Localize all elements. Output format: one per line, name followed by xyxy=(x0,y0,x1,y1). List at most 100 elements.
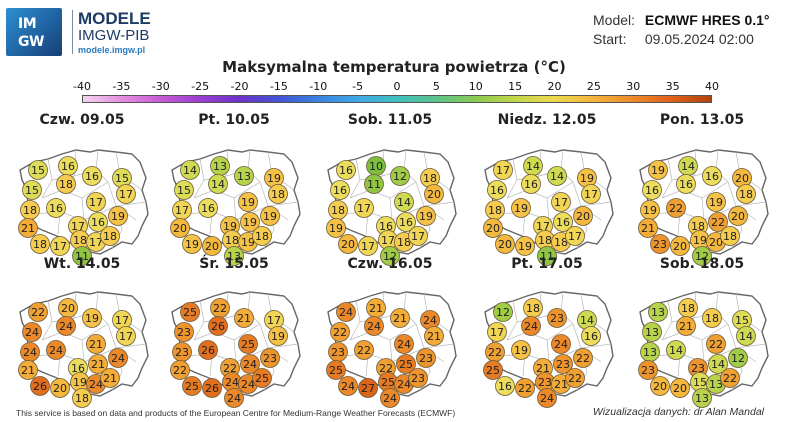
temperature-marker xyxy=(180,302,200,322)
temperature-marker xyxy=(515,378,535,398)
brand-subtitle: IMGW-PIB xyxy=(78,27,150,44)
temperature-value: 26 xyxy=(205,382,219,395)
temperature-value: 25 xyxy=(486,364,500,377)
temperature-marker xyxy=(487,322,507,342)
temperature-value: 16 xyxy=(490,184,504,197)
temperature-marker xyxy=(537,246,557,266)
day-label: Wt. 14.05 xyxy=(43,256,121,272)
logo-text-top: IM xyxy=(18,16,37,32)
temperature-value: 23 xyxy=(175,346,189,359)
temperature-marker xyxy=(180,160,200,180)
temperature-value: 15 xyxy=(177,184,191,197)
temperature-marker xyxy=(28,160,48,180)
temperature-value: 12 xyxy=(496,306,510,319)
model-value: ECMWF HRES 0.1° xyxy=(644,12,770,28)
temperature-value: 24 xyxy=(89,378,103,391)
temperature-value: 20 xyxy=(61,302,75,315)
temperature-marker xyxy=(487,180,507,200)
start-label: Start: xyxy=(593,31,627,47)
temperature-marker xyxy=(692,246,712,266)
brand-url[interactable]: modele.imgw.pl xyxy=(78,45,146,55)
temperature-marker xyxy=(208,174,228,194)
temperature-marker xyxy=(408,368,428,388)
temperature-marker xyxy=(364,316,384,336)
temperature-marker xyxy=(736,184,756,204)
scale-tick-label: -30 xyxy=(151,80,170,93)
temperature-marker xyxy=(728,206,748,226)
temperature-value: 23 xyxy=(653,238,667,251)
temperature-marker xyxy=(396,354,416,374)
temperature-value: 21 xyxy=(103,372,117,385)
temperature-marker xyxy=(198,198,218,218)
temperature-value: 21 xyxy=(641,222,655,235)
region-border xyxy=(349,323,417,341)
temperature-marker xyxy=(728,348,748,368)
temperature-marker xyxy=(364,174,384,194)
temperature-value: 24 xyxy=(554,338,568,351)
temperature-value: 23 xyxy=(411,372,425,385)
temperature-marker xyxy=(88,354,108,374)
temperature-value: 14 xyxy=(580,314,594,327)
header-divider xyxy=(72,10,73,54)
temperature-value: 15 xyxy=(31,164,45,177)
scale-tick-label: 5 xyxy=(432,80,440,93)
temperature-marker xyxy=(326,218,346,238)
temperature-value: 18 xyxy=(739,188,753,201)
temperature-marker xyxy=(170,218,190,238)
temperature-value: 23 xyxy=(538,376,552,389)
scale-tick-label: 40 xyxy=(705,80,719,93)
temperature-value: 25 xyxy=(241,338,255,351)
day-label: Pt. 17.05 xyxy=(511,256,583,272)
temperature-marker xyxy=(511,340,531,360)
temperature-marker xyxy=(642,322,662,342)
temperature-value: 19 xyxy=(111,210,125,223)
temperature-value: 24 xyxy=(225,376,239,389)
temperature-value: 20 xyxy=(486,222,500,235)
temperature-marker xyxy=(22,180,42,200)
model-label: Model: xyxy=(593,12,636,28)
map-title: Maksymalna temperatura powietrza (°C) xyxy=(222,58,566,76)
temperature-value: 16 xyxy=(584,330,598,343)
temperature-value: 17 xyxy=(584,188,598,201)
temperature-marker xyxy=(252,368,272,388)
temperature-value: 20 xyxy=(735,172,749,185)
temperature-marker xyxy=(174,180,194,200)
temperature-marker xyxy=(358,236,378,256)
temperature-value: 18 xyxy=(723,230,737,243)
scale-tick-label: -5 xyxy=(352,80,364,93)
footer-attribution: This service is based on data and produc… xyxy=(16,408,456,418)
scale-tick-label: -10 xyxy=(309,80,328,93)
temperature-value: 19 xyxy=(241,196,255,209)
temperature-marker xyxy=(638,360,658,380)
scale-tick-label: 30 xyxy=(626,80,641,93)
temperature-marker xyxy=(240,212,260,232)
temperature-value: 10 xyxy=(369,160,383,173)
temperature-marker xyxy=(551,192,571,212)
temperature-marker xyxy=(408,226,428,246)
model-info: Model: ECMWF HRES 0.1° Start: 09.05.2024… xyxy=(593,12,770,50)
temperature-marker xyxy=(394,192,414,212)
day-label: Śr. 15.05 xyxy=(199,256,269,272)
temperature-value: 23 xyxy=(550,312,564,325)
scale-tick-label: 0 xyxy=(393,80,401,93)
temperature-value: 19 xyxy=(580,172,594,185)
scale-tick-label: 35 xyxy=(665,80,680,93)
temperature-value: 21 xyxy=(21,222,35,235)
region-border xyxy=(506,323,574,341)
temperature-marker xyxy=(202,236,222,256)
temperature-value: 19 xyxy=(223,220,237,233)
temperature-value: 16 xyxy=(71,362,85,375)
temperature-marker xyxy=(326,360,346,380)
region-border xyxy=(41,181,109,199)
temperature-marker xyxy=(30,376,50,396)
temperature-marker xyxy=(336,160,356,180)
temperature-value: 22 xyxy=(173,364,187,377)
temperature-marker xyxy=(82,166,102,186)
temperature-marker xyxy=(648,302,668,322)
temperature-value: 20 xyxy=(53,382,67,395)
temperature-marker xyxy=(116,326,136,346)
temperature-value: 14 xyxy=(711,358,725,371)
temperature-value: 18 xyxy=(103,230,117,243)
